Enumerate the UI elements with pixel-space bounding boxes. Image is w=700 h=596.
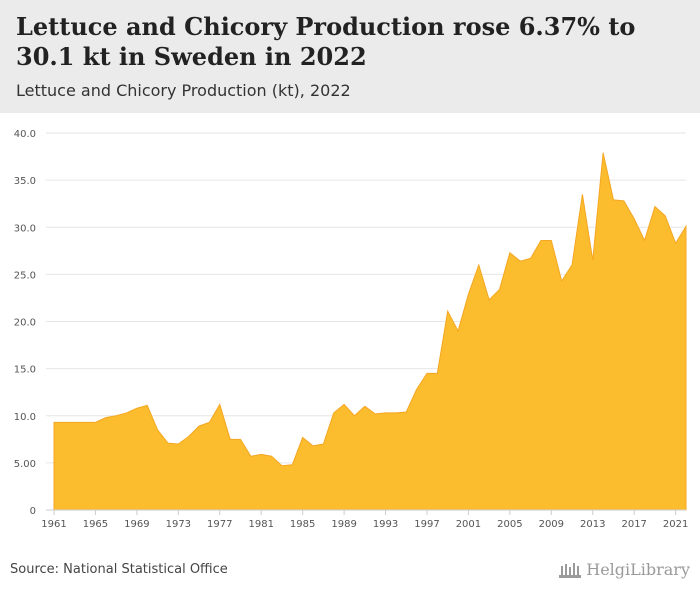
x-tick-label: 1993	[373, 519, 398, 530]
data-point-2013[interactable]	[590, 258, 595, 263]
area-chart: 0 5.00 10.0 15.0 20.0 25.0 30.0 35.0 40.0 1961 196…	[14, 129, 689, 530]
data-point-2004[interactable]	[497, 287, 502, 292]
data-point-1986[interactable]	[311, 443, 316, 448]
data-point-1998[interactable]	[435, 371, 440, 376]
data-point-1994[interactable]	[393, 410, 398, 415]
data-point-1961[interactable]	[52, 420, 57, 425]
data-point-2003[interactable]	[487, 297, 492, 302]
data-point-2001[interactable]	[466, 292, 471, 297]
data-point-1976[interactable]	[207, 420, 212, 425]
data-point-2012[interactable]	[580, 192, 585, 197]
data-point-1993[interactable]	[383, 410, 388, 415]
x-tick-label: 1985	[290, 519, 315, 530]
source-note: Source: National Statistical Office	[10, 562, 228, 577]
x-tick-label: 2017	[621, 519, 646, 530]
data-point-1975[interactable]	[197, 424, 202, 429]
data-point-1999[interactable]	[445, 309, 450, 314]
data-point-2002[interactable]	[476, 262, 481, 267]
y-tick-label: 40.0	[14, 129, 36, 140]
data-point-2006[interactable]	[518, 259, 523, 264]
data-point-2011[interactable]	[570, 262, 575, 267]
data-point-1964[interactable]	[83, 420, 88, 425]
x-tick-label: 1977	[207, 519, 232, 530]
data-point-1987[interactable]	[321, 442, 326, 447]
y-tick-label: 15.0	[14, 365, 36, 376]
data-point-1996[interactable]	[414, 387, 419, 392]
data-point-2010[interactable]	[559, 278, 564, 283]
y-tick-label: 5.00	[14, 459, 36, 470]
data-point-1982[interactable]	[269, 454, 274, 459]
brand-name: HelgiLibrary	[586, 560, 690, 579]
data-point-1980[interactable]	[248, 454, 253, 459]
data-point-1969[interactable]	[134, 406, 139, 411]
x-tick-label: 2013	[580, 519, 605, 530]
y-tick-label: 25.0	[14, 270, 36, 281]
data-point-2022[interactable]	[684, 224, 689, 229]
data-point-1977[interactable]	[217, 402, 222, 407]
data-point-2018[interactable]	[642, 238, 647, 243]
data-point-1985[interactable]	[300, 435, 305, 440]
data-point-1995[interactable]	[404, 409, 409, 414]
chart-title: Lettuce and Chicory Production rose 6.37…	[16, 12, 636, 71]
x-tick-label: 2009	[539, 519, 564, 530]
y-tick-label: 30.0	[14, 223, 36, 234]
y-tick-label: 10.0	[14, 412, 36, 423]
data-point-2016[interactable]	[621, 198, 626, 203]
data-point-2007[interactable]	[528, 256, 533, 261]
data-point-2017[interactable]	[632, 216, 637, 221]
data-point-2000[interactable]	[456, 328, 461, 333]
x-tick-label: 1961	[41, 519, 66, 530]
data-point-2008[interactable]	[538, 238, 543, 243]
data-point-2015[interactable]	[611, 197, 616, 202]
data-point-1991[interactable]	[362, 404, 367, 409]
chart-header: Lettuce and Chicory Production rose 6.37…	[0, 0, 700, 113]
x-tick-label: 2001	[456, 519, 481, 530]
data-point-2005[interactable]	[507, 250, 512, 255]
data-point-1965[interactable]	[93, 420, 98, 425]
x-tick-label: 2005	[497, 519, 522, 530]
data-point-1968[interactable]	[124, 410, 129, 415]
chart-subtitle: Lettuce and Chicory Production (kt), 202…	[16, 81, 351, 100]
data-point-1966[interactable]	[103, 415, 108, 420]
data-point-1974[interactable]	[186, 434, 191, 439]
data-point-1970[interactable]	[145, 403, 150, 408]
data-point-2009[interactable]	[549, 238, 554, 243]
x-tick-label: 1997	[414, 519, 439, 530]
data-point-1984[interactable]	[290, 462, 295, 467]
x-tick-label: 2021	[663, 519, 688, 530]
data-point-1972[interactable]	[165, 441, 170, 446]
data-point-1997[interactable]	[424, 371, 429, 376]
x-tick-label: 1973	[166, 519, 191, 530]
data-point-1990[interactable]	[352, 413, 357, 418]
data-point-1983[interactable]	[279, 463, 284, 468]
data-point-1988[interactable]	[331, 410, 336, 415]
library-icon	[559, 562, 582, 578]
data-point-2020[interactable]	[663, 213, 668, 218]
data-point-1979[interactable]	[238, 437, 243, 442]
data-point-1967[interactable]	[114, 413, 119, 418]
production-area	[53, 152, 687, 511]
x-tick-label: 1965	[83, 519, 108, 530]
data-point-2019[interactable]	[652, 204, 657, 209]
data-point-1963[interactable]	[72, 420, 77, 425]
data-point-1971[interactable]	[155, 427, 160, 432]
x-tick-label: 1981	[248, 519, 273, 530]
y-tick-label: 35.0	[14, 176, 36, 187]
data-point-1973[interactable]	[176, 442, 181, 447]
data-point-1981[interactable]	[259, 452, 264, 457]
data-point-2021[interactable]	[673, 241, 678, 246]
x-tick-label: 1989	[331, 519, 356, 530]
area-series	[52, 150, 689, 511]
y-tick-label: 0	[30, 506, 36, 517]
data-point-1989[interactable]	[342, 402, 347, 407]
data-point-1992[interactable]	[373, 411, 378, 416]
data-point-2014[interactable]	[601, 150, 606, 155]
y-tick-label: 20.0	[14, 318, 36, 329]
x-tick-label: 1969	[124, 519, 149, 530]
brand-logo[interactable]: HelgiLibrary	[558, 560, 690, 579]
data-point-1978[interactable]	[228, 437, 233, 442]
axes: 0 5.00 10.0 15.0 20.0 25.0 30.0 35.0 40.0 1961 196…	[14, 129, 689, 530]
data-point-1962[interactable]	[62, 420, 67, 425]
